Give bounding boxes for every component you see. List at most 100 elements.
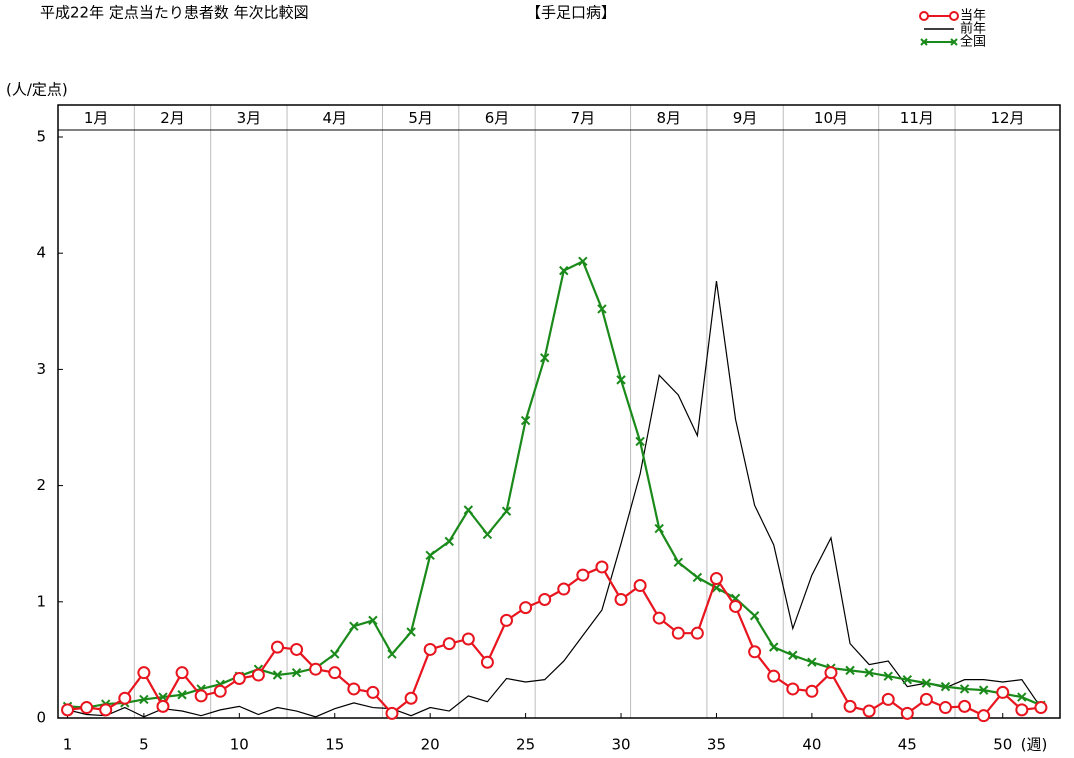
data-point (423, 642, 437, 656)
legend-label: 前年 (960, 21, 986, 37)
data-point (769, 642, 779, 652)
data-point (902, 674, 913, 685)
data-point (272, 670, 283, 680)
month-label: 3月 (237, 109, 262, 127)
data-point (633, 579, 647, 593)
data-point (824, 666, 838, 680)
data-point (213, 684, 227, 698)
data-point (442, 637, 456, 651)
data-point (290, 642, 304, 656)
data-point (845, 665, 855, 676)
data-point (692, 572, 703, 583)
data-point (864, 667, 874, 678)
chart-subtitle: 【手足口病】 (526, 4, 616, 22)
month-label: 9月 (733, 109, 758, 127)
data-point (978, 685, 989, 695)
data-point (748, 645, 762, 659)
data-point (99, 703, 113, 717)
data-point (404, 691, 418, 705)
y-tick-label: 5 (36, 128, 46, 146)
data-point (463, 505, 474, 515)
data-point (501, 506, 512, 516)
x-tick-label: 30 (611, 736, 630, 754)
series-line (67, 281, 1042, 718)
data-point (349, 621, 359, 631)
month-label: 10月 (814, 109, 848, 127)
data-point (729, 599, 743, 613)
data-point (500, 613, 514, 627)
legend-marker (920, 38, 928, 46)
data-point (614, 592, 628, 606)
data-point (977, 709, 991, 723)
month-label: 12月 (990, 109, 1024, 127)
data-point (61, 703, 75, 717)
month-label: 1月 (84, 109, 109, 127)
data-point (788, 650, 798, 660)
data-point (1034, 701, 1048, 715)
data-point (940, 681, 951, 692)
y-tick-label: 0 (36, 709, 46, 727)
y-tick-label: 4 (36, 244, 46, 262)
x-tick-label: 45 (898, 736, 917, 754)
x-axis-label: (週) (1021, 736, 1048, 754)
data-point (576, 568, 590, 582)
data-point (807, 657, 817, 667)
data-point (368, 615, 378, 626)
data-point (595, 560, 609, 574)
data-point (635, 436, 645, 447)
data-point (118, 691, 132, 705)
data-point (749, 611, 760, 621)
data-point (137, 666, 151, 680)
data-point (559, 265, 569, 276)
data-point (862, 704, 876, 718)
data-point (919, 692, 933, 706)
data-point (461, 632, 475, 646)
series-line (67, 259, 1042, 709)
x-tick-label: 5 (139, 736, 149, 754)
data-point (883, 671, 893, 681)
data-point (673, 557, 683, 567)
x-tick-label: 20 (421, 736, 440, 754)
data-point (767, 669, 781, 683)
data-point (194, 689, 208, 703)
data-point (616, 375, 626, 385)
data-point (786, 682, 800, 696)
data-point (425, 550, 435, 561)
x-tick-label: 35 (707, 736, 726, 754)
data-point (921, 678, 932, 688)
data-point (938, 701, 952, 715)
data-point (996, 685, 1010, 699)
legend-marker (949, 11, 959, 21)
month-label: 7月 (571, 109, 596, 127)
data-point (652, 611, 666, 625)
data-point (959, 684, 970, 694)
month-label: 4月 (322, 109, 347, 127)
data-point (177, 690, 187, 700)
data-point (557, 582, 571, 596)
data-point (539, 353, 550, 363)
series-line (67, 565, 1042, 718)
data-point (480, 655, 494, 669)
month-label: 5月 (408, 109, 433, 127)
data-point (671, 626, 685, 640)
data-point (309, 662, 323, 676)
data-point (270, 640, 284, 654)
data-point (578, 256, 588, 267)
data-point (232, 671, 246, 685)
legend-label: 当年 (960, 9, 986, 24)
data-point (1015, 703, 1029, 717)
data-point (385, 706, 399, 720)
data-point (406, 627, 416, 637)
x-tick-label: 1 (63, 736, 73, 754)
data-point (538, 592, 552, 606)
data-point (175, 666, 189, 680)
data-point (251, 668, 265, 682)
month-label: 8月 (656, 109, 681, 127)
data-point (597, 304, 607, 314)
data-point (387, 649, 397, 659)
data-point (958, 699, 972, 713)
legend-marker (919, 11, 929, 21)
data-point (520, 415, 531, 426)
data-point (347, 682, 361, 696)
